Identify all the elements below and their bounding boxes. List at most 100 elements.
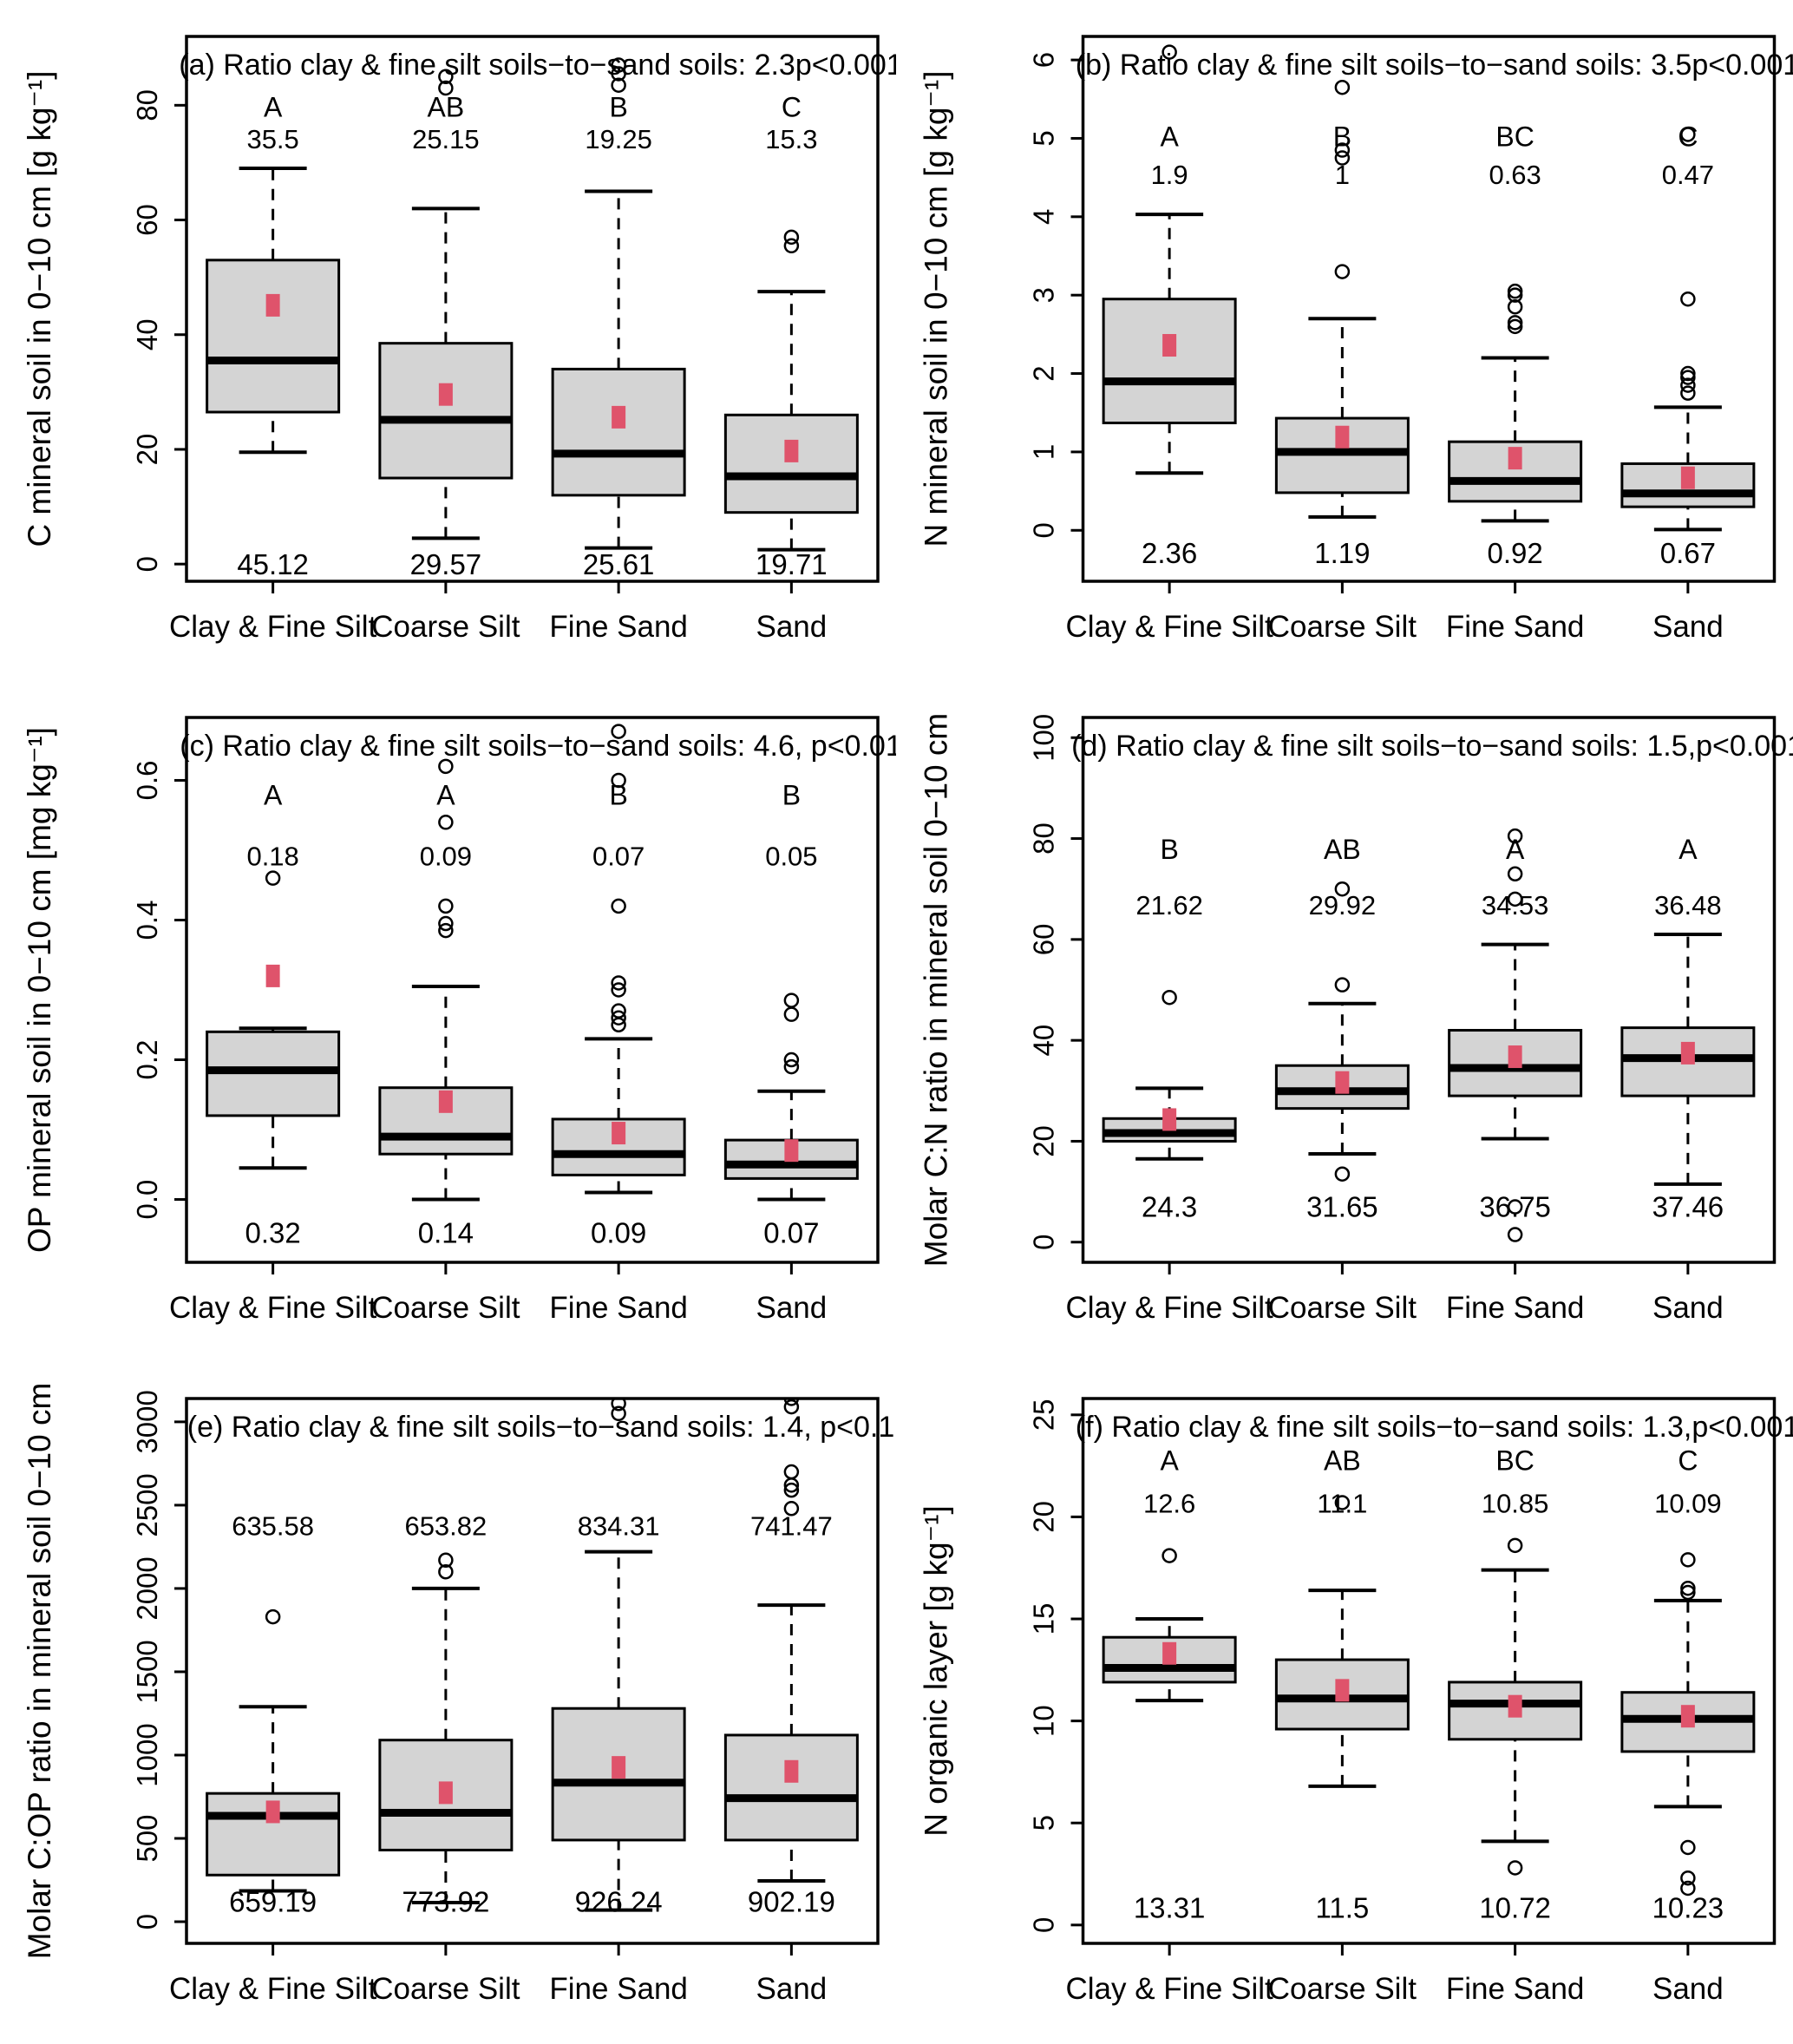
mean-marker [1508,447,1522,470]
outlier-point [1334,977,1351,993]
outlier-point [265,1608,281,1625]
median-value-label: 10.09 [1654,1489,1722,1519]
y-tick-label: 0 [131,556,163,572]
median-value-label: 25.15 [412,124,480,154]
median-value-label: 34.53 [1482,890,1549,920]
y-tick-label: 5 [1028,130,1060,146]
outlier-point [1334,150,1351,166]
outlier-point [611,898,626,914]
outlier-point [438,898,454,914]
x-category-label: Coarse Silt [1268,610,1417,644]
mean-marker [1162,1641,1177,1665]
mean-value-label: 36.75 [1479,1191,1551,1223]
significance-letter: B [782,780,801,811]
mean-value-label: 1.19 [1314,537,1370,569]
mean-marker [438,1090,453,1113]
outlier-point [1680,291,1696,307]
mean-value-label: 2.36 [1142,537,1197,569]
panel-e: 0 500 1000 1500 2000 2500 3000 Molar C:OP ratio… [0,1362,896,2043]
median-value-label: 1 [1335,160,1350,190]
mean-value-label: 0.14 [418,1216,474,1248]
mean-marker [1335,425,1350,449]
boxplot-group [723,1399,859,1883]
boxplot-group [206,167,341,455]
outlier-point [1680,1552,1696,1568]
mean-value-label: 0.07 [763,1216,819,1248]
y-tick-label: 5 [1028,1815,1060,1831]
mean-value-label: 926.24 [575,1886,663,1918]
median-value-label: 0.47 [1662,160,1714,190]
outlier-point [438,758,454,775]
significance-letter: A [436,780,455,811]
y-tick-label: 1 [1028,444,1060,460]
mean-value-label: 10.72 [1479,1892,1551,1924]
outlier-point [783,1399,800,1415]
boxplot-group [1102,44,1237,475]
outlier-point [1334,264,1351,279]
x-category-label: Sand [756,610,828,644]
mean-marker [1162,1108,1177,1131]
mean-marker [612,405,626,429]
outlier-point [1680,385,1696,401]
x-category-label: Sand [1652,1291,1724,1325]
y-tick-label: 4 [1028,209,1060,225]
outlier-point [783,1058,800,1075]
y-tick-label: 0 [1028,522,1060,538]
significance-letter: BC [1495,1445,1534,1476]
y-tick-label: 3 [1028,287,1060,303]
median-value-label: 0.63 [1489,160,1541,190]
box-iqr [723,413,859,514]
outlier-point [611,975,626,991]
panel-title: (a) Ratio clay & fine silt soils−to−sand… [179,49,896,82]
y-tick-label: 0.4 [131,901,163,940]
outlier-point [783,238,800,254]
x-category-label: Fine Sand [1446,1972,1585,2006]
y-tick-label: 1000 [131,1723,163,1786]
panel-b-chart: 0 1 2 3 4 5 6 N mineral soil in 0−10 cm [g kg⁻¹… [919,35,1793,644]
mean-marker [438,1781,453,1805]
y-tick-label: 100 [1028,714,1060,762]
mean-value-label: 45.12 [237,548,309,580]
box-iqr [551,1117,686,1176]
median-value-label: 635.58 [232,1510,314,1541]
boxplot-group [551,724,686,1195]
outlier-point [1507,891,1523,907]
panel-title: (d) Ratio clay & fine silt soils−to−sand… [1071,730,1793,763]
median-value-label: 741.47 [750,1510,833,1541]
boxplot-group [378,1552,514,1904]
y-tick-label: 80 [1028,822,1060,855]
mean-value-label: 10.23 [1652,1892,1724,1924]
panel-title: (f) Ratio clay & fine silt soils−to−sand… [1076,1411,1793,1444]
significance-letter: A [1160,1445,1179,1476]
outlier-point [1680,1584,1696,1601]
y-tick-label: 20 [1028,1501,1060,1533]
outlier-point [611,1010,626,1025]
significance-letter: A [1160,121,1179,153]
y-axis-label: Molar C:N ratio in mineral soil 0−10 cm [919,713,954,1267]
significance-letter: B [609,92,627,123]
y-tick-label: 0 [131,1914,163,1929]
mean-marker [784,439,799,462]
mean-marker [1335,1679,1350,1702]
mean-value-label: 24.3 [1142,1191,1197,1223]
outlier-point [611,77,626,93]
median-value-label: 0.07 [592,842,645,872]
x-category-label: Fine Sand [1446,1291,1585,1325]
outlier-point [1507,866,1523,882]
outlier-point [265,870,281,886]
mean-marker [1508,1694,1522,1718]
significance-letter: C [782,92,802,123]
boxplot-group [1448,283,1583,523]
box-iqr [378,342,514,480]
outlier-point [1680,365,1696,382]
y-tick-label: 25 [1028,1399,1060,1431]
median-value-label: 19.25 [585,124,652,154]
y-tick-label: 3000 [131,1390,163,1453]
median-value-label: 653.82 [404,1510,487,1541]
panel-f-chart: 0 5 10 15 20 25 N organic layer [g kg⁻¹] (f) Ra… [919,1397,1793,2006]
y-tick-label: 0 [1028,1917,1060,1933]
outlier-point [1507,298,1523,315]
boxplot-group [551,57,686,550]
outlier-point [1680,127,1696,142]
